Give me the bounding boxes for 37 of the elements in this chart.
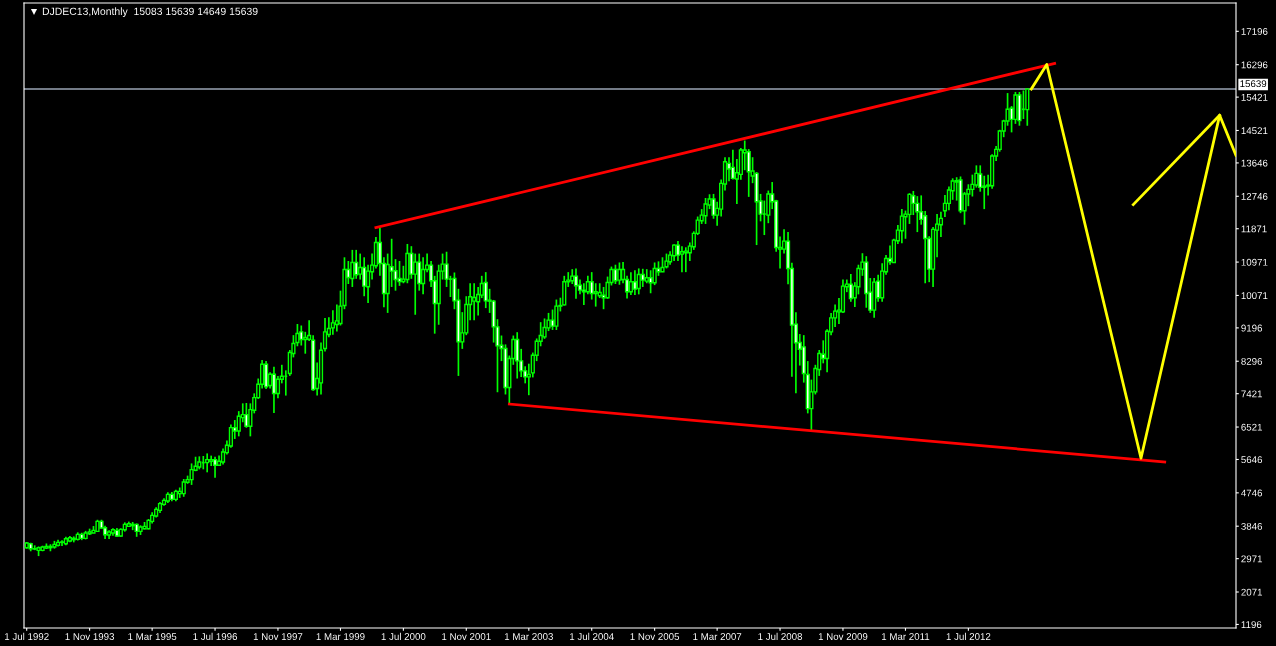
y-tick-label: 14521 xyxy=(1241,127,1268,135)
x-tick-label: 1 Nov 1997 xyxy=(253,633,303,640)
x-tick-label: 1 Jul 2012 xyxy=(946,632,991,640)
x-tick-label: 1 Mar 2007 xyxy=(693,633,742,640)
x-tick-label: 1 Mar 1995 xyxy=(128,633,177,640)
x-tick-label: 1 Mar 2011 xyxy=(881,633,930,640)
x-tick-label: 1 Mar 1999 xyxy=(316,633,365,640)
y-tick-label: 8296 xyxy=(1241,357,1263,365)
x-tick-label: 1 Nov 2001 xyxy=(442,633,491,640)
y-tick-label: 2071 xyxy=(1241,588,1263,596)
y-tick-label: 10071 xyxy=(1241,292,1268,300)
y-tick-label: 9196 xyxy=(1241,324,1263,332)
y-tick-label: 15421 xyxy=(1241,93,1268,101)
y-tick-label: 10971 xyxy=(1241,258,1268,266)
y-tick-label: 3846 xyxy=(1241,522,1263,530)
x-tick-label: 1 Jul 1992 xyxy=(5,632,49,640)
x-tick-label: 1 Jul 2008 xyxy=(758,632,803,640)
y-tick-label: 6521 xyxy=(1241,423,1263,431)
ref-line-label: 15639 xyxy=(1240,80,1267,88)
y-tick-label: 7421 xyxy=(1241,390,1263,398)
x-tick-label: 1 Nov 2009 xyxy=(818,633,868,640)
y-tick-label: 17196 xyxy=(1241,28,1268,35)
chart-title: ▼ DJDEC13,Monthly 15083 15639 14649 15639 xyxy=(30,7,258,18)
y-tick-label: 2971 xyxy=(1241,555,1263,563)
y-tick-label: 12746 xyxy=(1241,193,1268,200)
x-tick-label: 1 Mar 2003 xyxy=(504,633,553,640)
x-tick-label: 1 Jul 2004 xyxy=(570,632,614,640)
x-tick-label: 1 Jul 2000 xyxy=(381,632,426,640)
y-tick-label: 11871 xyxy=(1241,225,1267,233)
y-tick-label: 5646 xyxy=(1241,456,1263,464)
y-tick-label: 1196 xyxy=(1241,621,1262,629)
y-tick-label: 13646 xyxy=(1241,159,1268,167)
y-tick-label: 4746 xyxy=(1241,489,1263,497)
x-tick-label: 1 Nov 2005 xyxy=(630,633,680,640)
x-tick-label: 1 Jul 1996 xyxy=(193,632,238,640)
y-tick-label: 16296 xyxy=(1241,61,1268,69)
x-tick-label: 1 Nov 1993 xyxy=(65,633,115,640)
